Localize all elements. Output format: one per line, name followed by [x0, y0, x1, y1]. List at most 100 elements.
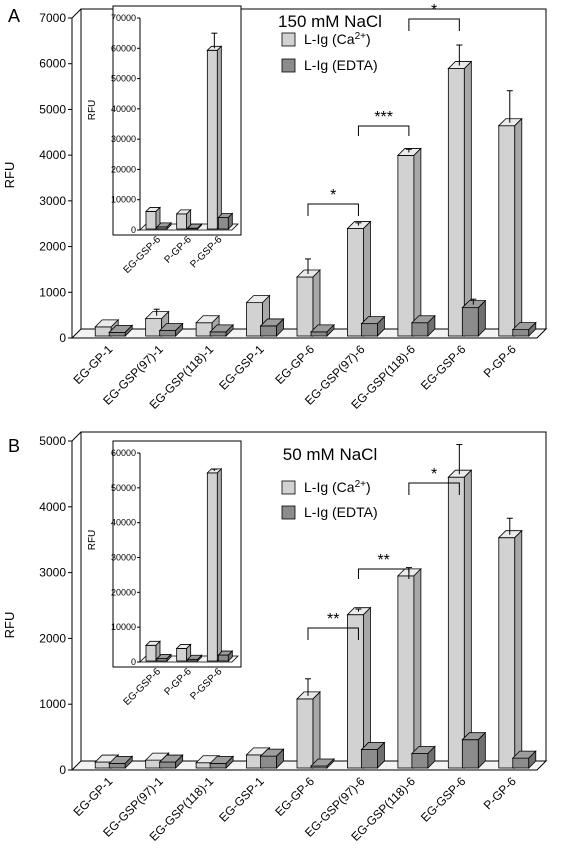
- panel-title: 50 mM NaCl: [283, 445, 377, 464]
- legend-label: L-Ig (EDTA): [304, 57, 378, 73]
- category-label: EG-GP-1: [71, 342, 116, 387]
- inset-y-tick-label: 50000: [111, 74, 136, 84]
- inset-bar-edta: [156, 221, 172, 230]
- bar-ca-front: [498, 125, 516, 337]
- bar-edta: [310, 758, 335, 769]
- inset-bar-ca: [175, 643, 192, 662]
- bar-edta-front: [260, 325, 277, 337]
- inset-category-label: EG-GSP-6: [122, 666, 164, 708]
- bar-edta-front: [461, 307, 479, 337]
- bar-ca-front: [347, 614, 364, 769]
- inset-chart: 0 10000 20000 30000 40000 50000 60000 70000 RFU E…: [87, 5, 242, 276]
- bar-edta-front: [411, 753, 429, 769]
- inset-category-label: EG-GSP-6: [122, 234, 164, 276]
- bar-edta-front: [108, 331, 126, 337]
- bar-edta-side: [175, 322, 184, 337]
- y-tick-label: 0: [59, 331, 66, 345]
- y-tick-label: 6000: [39, 57, 66, 71]
- bar-ca-front: [447, 68, 465, 337]
- y-tick-label: 4000: [39, 148, 66, 162]
- bar-edta-side: [124, 755, 133, 769]
- bar-edta: [461, 299, 487, 337]
- category-label: P-GP-6: [481, 342, 519, 380]
- legend-swatch: [281, 32, 296, 47]
- significance-bracket: [307, 203, 359, 216]
- bar-edta-side: [377, 741, 385, 769]
- legend-superscript: 2+: [355, 31, 367, 42]
- bar-ca: [447, 60, 473, 337]
- inset-y-tick-label: 60000: [111, 448, 136, 458]
- inset-bar-edta-side: [197, 654, 203, 662]
- legend-label: L-Ig (Ca2+): [304, 31, 371, 48]
- bar-edta-front: [108, 762, 126, 769]
- bar-edta-front: [209, 762, 227, 769]
- significance-label: *: [431, 466, 437, 483]
- inset-bar-ca-front: [145, 211, 157, 230]
- bar-edta-front: [512, 329, 530, 337]
- bar-edta-side: [124, 324, 133, 337]
- panel-b: 0 1000 2000 3000 4000 5000 RFU B 50 mM NaCl EG-GP…: [2, 431, 548, 844]
- significance-bracket: [307, 627, 359, 640]
- bar-ca-side: [463, 60, 472, 337]
- bar-ca-front: [94, 326, 112, 337]
- significance-label: **: [377, 552, 389, 569]
- bar-edta: [108, 755, 134, 769]
- y-axis-label: RFU: [2, 612, 17, 639]
- category-label: EG-GSP-1: [216, 774, 267, 825]
- panel-label: B: [8, 436, 20, 456]
- inset-bar-ca-side: [216, 467, 222, 662]
- bar-ca: [346, 220, 372, 337]
- bar-ca-side: [312, 690, 321, 769]
- bar-ca: [447, 469, 473, 769]
- significance-label: **: [327, 611, 339, 628]
- bar-edta-side: [326, 323, 335, 337]
- inset-y-tick-label: 70000: [111, 13, 136, 23]
- bar-edta: [511, 750, 537, 769]
- y-tick-label: 2000: [39, 631, 66, 645]
- bar-ca-side: [514, 529, 523, 769]
- bar-edta: [259, 317, 285, 337]
- legend: L-Ig (Ca2+) L-Ig (EDTA): [281, 31, 378, 73]
- inset-bar-ca: [206, 45, 223, 230]
- inset-bar-ca-front: [176, 648, 188, 662]
- bar-ca-front: [347, 228, 364, 337]
- inset-y-tick-label: 20000: [111, 164, 136, 174]
- inset-bar-edta-front: [217, 654, 229, 662]
- inset-y-tick-label: 40000: [111, 518, 136, 528]
- bar-edta-side: [528, 750, 537, 769]
- inset-y-tick-label: 0: [131, 225, 136, 235]
- bar-edta: [511, 321, 537, 337]
- y-tick-label: 5000: [39, 434, 66, 448]
- bar-edta-front: [361, 749, 378, 769]
- inset-bar-ca-front: [206, 472, 218, 662]
- bar-ca-front: [447, 476, 465, 769]
- bar-edta: [108, 324, 134, 337]
- bar-edta: [360, 741, 386, 769]
- inset-bar-edta: [217, 212, 234, 230]
- bar-ca: [396, 147, 422, 337]
- significance-label: *: [330, 187, 336, 204]
- y-tick-label: 1000: [39, 697, 66, 711]
- bar-edta: [209, 323, 235, 337]
- bar-ca: [296, 269, 321, 337]
- inset-bar-edta-side: [166, 221, 172, 230]
- inset-y-tick-label: 10000: [111, 622, 136, 632]
- inset-y-axis-label: RFU: [87, 530, 98, 551]
- axis-corner: [71, 431, 82, 442]
- bar-ca-side: [413, 567, 422, 769]
- bar-ca-front: [94, 761, 112, 769]
- bar-edta: [461, 731, 487, 769]
- bar-edta-side: [477, 731, 486, 769]
- legend-swatch: [281, 505, 296, 520]
- bar-ca-front: [296, 698, 314, 769]
- legend-label: L-Ig (Ca2+): [304, 479, 371, 496]
- y-tick-label: 2000: [39, 240, 66, 254]
- legend-swatch: [281, 480, 296, 495]
- category-label: EG-GP-6: [272, 774, 317, 819]
- bar-ca: [497, 117, 523, 337]
- bar-ca-front: [397, 575, 415, 769]
- y-axis-label: RFU: [2, 162, 17, 189]
- inset-category-label: P-GSP-6: [188, 234, 224, 270]
- category-label: EG-GSP-1: [216, 342, 267, 393]
- significance-label: ***: [374, 109, 393, 126]
